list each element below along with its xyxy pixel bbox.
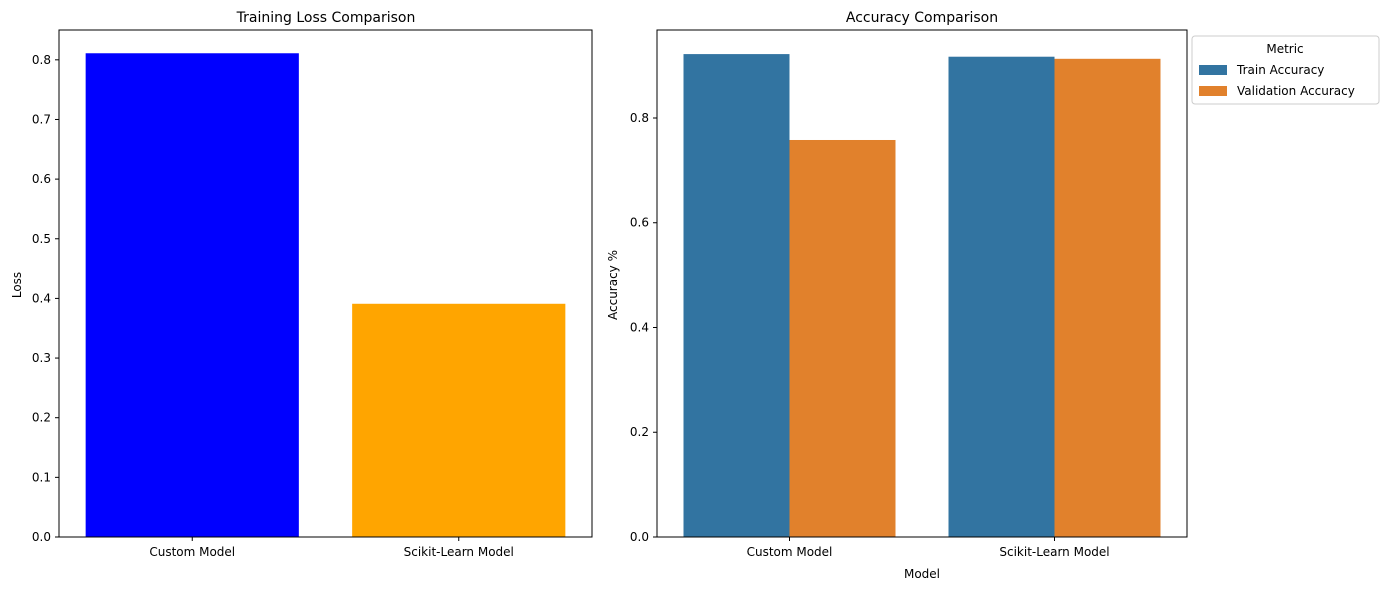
y-tick-label: 0.4 [630,320,649,334]
y-tick-label: 0.5 [32,232,51,246]
bar-validation-accuracy-scikit-learn-model [1054,58,1161,537]
accuracy-chart-bars [683,54,1161,537]
y-tick-label: 0.8 [32,53,51,67]
loss-chart: Training Loss Comparison Loss 0.00.10.20… [10,10,593,559]
accuracy-chart: Accuracy Comparison Accuracy % Model 0.0… [606,10,1380,581]
y-tick-label: 0.0 [630,530,649,544]
accuracy-chart-y-axis-label: Accuracy % [606,250,620,320]
bar-scikit-learn-model [352,303,566,537]
legend-label-train-accuracy: Train Accuracy [1236,63,1324,77]
y-tick-label: 0.3 [32,351,51,365]
x-tick-label: Scikit-Learn Model [404,545,514,559]
accuracy-chart-y-ticks: 0.0 0.2 0.4 0.6 0.8 [630,111,657,544]
accuracy-chart-x-axis-label: Model [904,567,940,581]
x-tick-label: Custom Model [747,545,833,559]
y-tick-label: 0.6 [630,216,649,230]
y-tick-label: 0.7 [32,112,51,126]
loss-chart-plot-frame [58,29,593,538]
x-tick-label: Scikit-Learn Model [999,545,1109,559]
legend-box [1191,35,1380,105]
bar-validation-accuracy-custom-model [789,139,896,537]
y-tick-label: 0.0 [32,530,51,544]
loss-chart-x-ticks: Custom Model Scikit-Learn Model [149,537,514,559]
y-tick-label: 0.2 [630,425,649,439]
loss-chart-bars [85,53,566,537]
loss-chart-title: Training Loss Comparison [236,10,416,26]
bar-train-accuracy-scikit-learn-model [948,56,1055,537]
accuracy-chart-x-ticks: Custom Model Scikit-Learn Model [747,537,1110,559]
legend-label-validation-accuracy: Validation Accuracy [1237,84,1355,98]
y-tick-label: 0.8 [630,111,649,125]
loss-chart-y-ticks: 0.0 0.1 0.2 0.3 0.4 0.5 0.6 0.7 0.8 [32,53,59,544]
bar-custom-model [85,53,299,537]
y-tick-label: 0.2 [32,411,51,425]
x-tick-label: Custom Model [149,545,235,559]
y-tick-label: 0.4 [32,291,51,305]
bar-train-accuracy-custom-model [683,54,790,537]
accuracy-chart-plot-frame [656,29,1188,538]
legend-swatch-train-accuracy [1199,65,1227,75]
accuracy-chart-legend: Metric Train Accuracy Validation Accurac… [1191,35,1380,105]
legend-swatch-validation-accuracy [1199,86,1227,96]
accuracy-chart-title: Accuracy Comparison [846,10,998,26]
legend-title: Metric [1266,42,1303,56]
loss-chart-y-axis-label: Loss [10,272,24,298]
y-tick-label: 0.1 [32,470,51,484]
y-tick-label: 0.6 [32,172,51,186]
